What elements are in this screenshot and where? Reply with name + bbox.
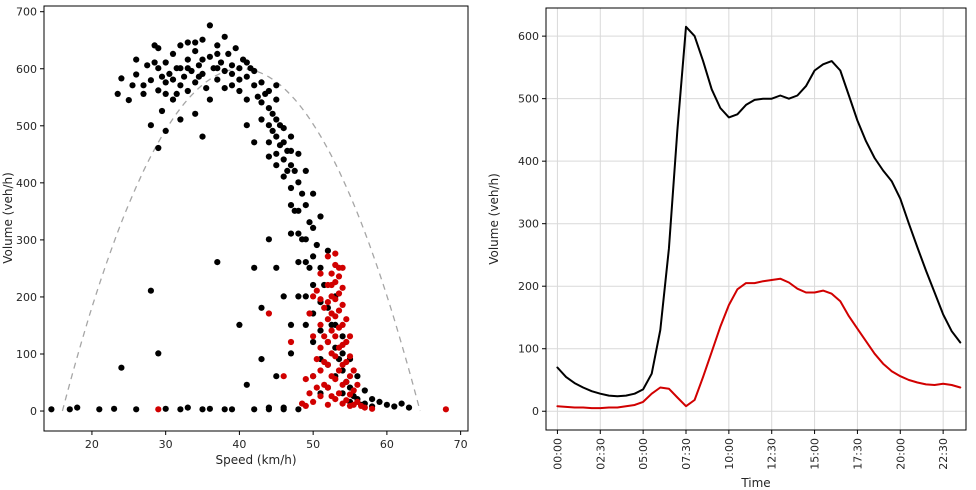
plot-frame xyxy=(43,5,469,432)
svg-text:200: 200 xyxy=(16,291,37,304)
scatter-series-red xyxy=(155,250,449,413)
svg-text:300: 300 xyxy=(518,218,539,231)
grid-lines xyxy=(546,8,966,430)
svg-text:50: 50 xyxy=(306,438,320,451)
fit-curve-dashed xyxy=(61,68,421,412)
svg-text:100: 100 xyxy=(518,343,539,356)
svg-text:05:00: 05:00 xyxy=(637,438,650,470)
svg-text:100: 100 xyxy=(16,348,37,361)
svg-text:60: 60 xyxy=(380,438,394,451)
svg-text:20:00: 20:00 xyxy=(894,438,907,470)
y-tick-labels: 0 100 200 300 400 500 600 700 xyxy=(16,6,44,418)
scatter-y-axis-label: Volume (veh/h) xyxy=(1,172,15,264)
line-series-red xyxy=(556,277,962,410)
svg-text:70: 70 xyxy=(454,438,468,451)
svg-text:500: 500 xyxy=(16,120,37,133)
line-y-axis-label: Volume (veh/h) xyxy=(487,173,501,265)
line-plot-area: 00:00 02:30 05:00 07:30 10:00 12:30 15:00 17:30… xyxy=(518,7,967,470)
svg-text:500: 500 xyxy=(518,93,539,106)
y-tick-labels: 0 100 200 300 400 500 600 xyxy=(518,30,546,418)
svg-text:600: 600 xyxy=(518,30,539,43)
svg-text:700: 700 xyxy=(16,6,37,19)
volume-time-line-svg: 00:00 02:30 05:00 07:30 10:00 12:30 15:00 17:30… xyxy=(487,7,967,490)
svg-text:00:00: 00:00 xyxy=(551,438,564,470)
svg-text:20: 20 xyxy=(85,438,99,451)
line-x-axis-label: Time xyxy=(740,476,770,490)
x-tick-labels: 00:00 02:30 05:00 07:30 10:00 12:30 15:00 17:30… xyxy=(551,430,950,470)
svg-text:02:30: 02:30 xyxy=(594,438,607,470)
speed-volume-scatter-chart: 20 30 40 50 60 70 0 100 200 300 400 500 600 700 Speed… xyxy=(0,0,484,490)
svg-text:600: 600 xyxy=(16,63,37,76)
svg-text:0: 0 xyxy=(30,405,37,418)
svg-text:200: 200 xyxy=(518,280,539,293)
scatter-series-black xyxy=(48,22,413,413)
svg-text:17:30: 17:30 xyxy=(851,438,864,470)
svg-text:07:30: 07:30 xyxy=(680,438,693,470)
svg-text:12:30: 12:30 xyxy=(766,438,779,470)
line-series-black xyxy=(556,25,962,398)
volume-time-line-chart: 00:00 02:30 05:00 07:30 10:00 12:30 15:00 17:30… xyxy=(484,0,976,490)
svg-text:400: 400 xyxy=(16,177,37,190)
svg-text:300: 300 xyxy=(16,234,37,247)
plot-frame xyxy=(545,7,967,431)
svg-text:15:00: 15:00 xyxy=(809,438,822,470)
x-tick-labels: 20 30 40 50 60 70 xyxy=(85,431,468,451)
svg-text:30: 30 xyxy=(159,438,173,451)
scatter-x-axis-label: Speed (km/h) xyxy=(215,453,296,467)
svg-text:40: 40 xyxy=(232,438,246,451)
svg-text:0: 0 xyxy=(532,405,539,418)
svg-text:22:30: 22:30 xyxy=(937,438,950,470)
svg-text:10:00: 10:00 xyxy=(723,438,736,470)
svg-text:400: 400 xyxy=(518,155,539,168)
